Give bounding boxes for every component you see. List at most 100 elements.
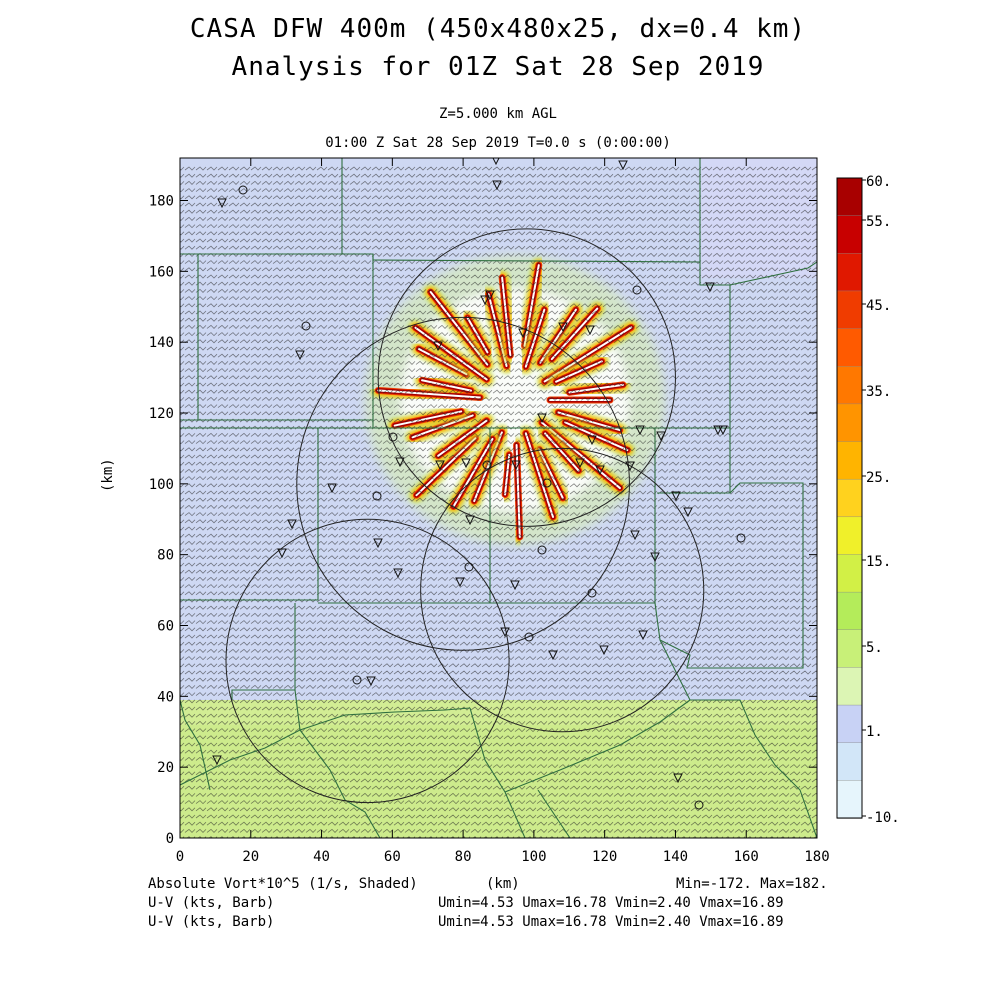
station-triangle bbox=[618, 160, 628, 171]
y-axis: 0 20 40 60 80 100 120 140 160 180 bbox=[149, 194, 817, 847]
min-max-values: Min=-172. Max=182. bbox=[676, 876, 828, 892]
station-triangle bbox=[455, 577, 465, 588]
station-circle bbox=[372, 491, 382, 501]
y-tick-label: 180 bbox=[149, 194, 174, 210]
station-circle bbox=[482, 460, 492, 470]
colorbar-label: -10. bbox=[866, 810, 900, 826]
y-tick-label: 20 bbox=[157, 760, 174, 776]
title-line-2: Analysis for 01Z Sat 28 Sep 2019 bbox=[231, 52, 765, 82]
colorbar-swatch bbox=[836, 667, 863, 706]
radar-range-ring bbox=[296, 316, 630, 651]
valid-time-label: 01:00 Z Sat 28 Sep 2019 T=0.0 s (0:00:00… bbox=[325, 135, 671, 151]
colorbar-label: 25. bbox=[866, 470, 891, 486]
colorbar-label: 1. bbox=[866, 724, 883, 740]
station-circle bbox=[352, 675, 362, 685]
station-triangle bbox=[393, 568, 403, 579]
plot-frame bbox=[179, 157, 818, 839]
station-triangle bbox=[585, 325, 595, 336]
station-triangle bbox=[650, 552, 660, 563]
station-triangle bbox=[217, 198, 227, 209]
colorbar-label: 45. bbox=[866, 298, 891, 314]
station-triangle bbox=[465, 515, 475, 526]
barb-label-1: U-V (kts, Barb) bbox=[148, 895, 275, 911]
station-circle bbox=[632, 285, 642, 295]
x-tick-label: 120 bbox=[592, 849, 617, 865]
x-tick-label: 180 bbox=[804, 849, 829, 865]
colorbar-swatch bbox=[836, 177, 863, 217]
x-axis: 0 20 40 60 80 100 120 140 160 180 bbox=[176, 158, 830, 865]
x-tick-label: 140 bbox=[663, 849, 688, 865]
station-triangle bbox=[537, 413, 547, 424]
station-triangle bbox=[212, 755, 222, 766]
station-markers bbox=[212, 158, 746, 810]
y-axis-label: (km) bbox=[100, 458, 116, 492]
y-tick-label: 160 bbox=[149, 264, 174, 280]
station-triangle bbox=[548, 650, 558, 661]
field-description: Absolute Vort*10^5 (1/s, Shaded) bbox=[148, 876, 418, 892]
station-triangle bbox=[510, 580, 520, 591]
radar-range-rings bbox=[225, 228, 705, 804]
station-triangle bbox=[635, 425, 645, 436]
station-circle bbox=[524, 632, 534, 642]
colorbar-swatch bbox=[836, 478, 863, 518]
station-triangle bbox=[671, 491, 681, 502]
station-triangle bbox=[480, 295, 490, 306]
station-triangle bbox=[295, 350, 305, 361]
barb-label-2: U-V (kts, Barb) bbox=[148, 914, 275, 930]
colorbar-label: 55. bbox=[866, 214, 891, 230]
station-triangle bbox=[656, 431, 666, 442]
station-triangle bbox=[435, 460, 445, 471]
station-triangle bbox=[500, 627, 510, 638]
station-triangle bbox=[705, 282, 715, 293]
station-circle bbox=[542, 478, 552, 488]
station-circle bbox=[238, 185, 248, 195]
station-circle bbox=[694, 800, 704, 810]
station-circle bbox=[301, 321, 311, 331]
station-triangle bbox=[287, 519, 297, 530]
station-triangle bbox=[366, 676, 376, 687]
colorbar-swatch bbox=[836, 554, 863, 593]
station-triangle bbox=[485, 290, 495, 301]
uv-stats-1: Umin=4.53 Umax=16.78 Vmin=2.40 Vmax=16.8… bbox=[438, 895, 784, 911]
colorbar-swatch bbox=[836, 403, 863, 443]
y-tick-label: 80 bbox=[157, 548, 174, 564]
station-triangle bbox=[599, 645, 609, 656]
station-triangle bbox=[373, 538, 383, 549]
y-tick-label: 120 bbox=[149, 406, 174, 422]
station-triangle bbox=[587, 435, 597, 446]
level-label: Z=5.000 km AGL bbox=[438, 106, 557, 122]
x-tick-label: 80 bbox=[455, 849, 472, 865]
station-circle bbox=[736, 533, 746, 543]
county-boundaries bbox=[180, 158, 817, 838]
station-triangle bbox=[277, 548, 287, 559]
station-triangle bbox=[595, 465, 605, 476]
colorbar-swatch bbox=[836, 328, 863, 367]
station-triangle bbox=[395, 457, 405, 468]
station-triangle bbox=[718, 425, 728, 436]
station-triangle bbox=[492, 158, 500, 166]
radar-range-ring bbox=[420, 447, 705, 733]
x-tick-label: 20 bbox=[242, 849, 259, 865]
colorbar-swatch bbox=[836, 215, 863, 254]
colorbar-swatch bbox=[836, 516, 863, 556]
colorbar-swatch bbox=[836, 253, 863, 292]
colorbar-swatch bbox=[836, 290, 863, 330]
x-tick-label: 100 bbox=[521, 849, 546, 865]
colorbar-swatch bbox=[836, 366, 863, 405]
wind-barbs bbox=[180, 166, 817, 838]
x-tick-label: 60 bbox=[384, 849, 401, 865]
station-circle bbox=[464, 562, 474, 572]
station-triangle bbox=[683, 507, 693, 518]
colorbar-swatch bbox=[836, 591, 863, 631]
station-triangle bbox=[327, 483, 337, 494]
x-tick-label: 160 bbox=[734, 849, 759, 865]
station-triangle bbox=[433, 341, 443, 352]
colorbar-label: 15. bbox=[866, 554, 891, 570]
colorbar-swatch bbox=[836, 629, 863, 669]
y-tick-label: 140 bbox=[149, 335, 174, 351]
station-circle bbox=[388, 432, 398, 442]
x-axis-label: (km) bbox=[486, 876, 520, 892]
station-triangle bbox=[713, 425, 723, 436]
colorbar-swatch bbox=[836, 742, 863, 782]
